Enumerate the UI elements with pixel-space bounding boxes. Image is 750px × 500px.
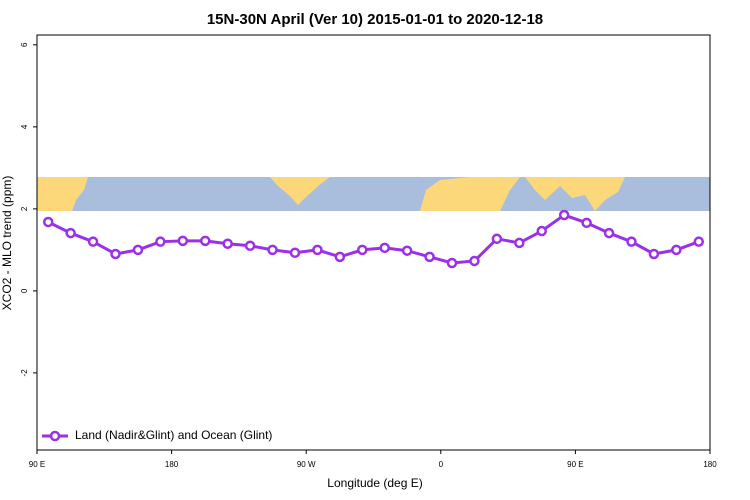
data-point: [401, 245, 413, 256]
x-tick-label: 180: [703, 460, 717, 469]
data-point: [65, 227, 76, 239]
data-point: [222, 238, 233, 249]
data-point: [379, 242, 390, 254]
map-band: [37, 177, 710, 211]
data-point: [491, 233, 503, 245]
data-point: [357, 244, 368, 256]
x-tick-label: 90 E: [29, 460, 45, 469]
data-point: [132, 244, 144, 256]
data-point: [469, 255, 480, 267]
data-point: [446, 257, 458, 269]
y-axis-title: XCO2 - MLO trend (ppm): [0, 176, 14, 311]
x-tick-label: 90 W: [297, 460, 316, 469]
data-point: [536, 225, 547, 237]
x-tick-label: 0: [439, 460, 444, 469]
data-point: [312, 244, 323, 256]
data-point: [244, 240, 256, 252]
data-point: [177, 235, 189, 247]
data-point: [581, 217, 592, 229]
data-point: [648, 248, 660, 260]
data-point: [558, 209, 570, 221]
x-axis-title: Longitude (deg E): [327, 476, 422, 490]
data-point: [200, 235, 211, 247]
land: [37, 177, 88, 211]
data-point: [671, 244, 682, 256]
land: [270, 177, 330, 205]
legend-marker: [49, 430, 61, 442]
y-tick-label: 0: [20, 288, 29, 293]
land: [525, 177, 625, 211]
data-point: [87, 236, 99, 247]
y-tick-label: 4: [20, 124, 29, 129]
y-tick-label: -2: [20, 369, 29, 377]
legend-label: Land (Nadir&Glint) and Ocean (Glint): [75, 428, 272, 442]
data-point: [110, 248, 121, 260]
data-point: [267, 244, 278, 256]
y-tick-label: 2: [20, 206, 29, 211]
x-tick-label: 90 E: [567, 460, 583, 469]
data-point: [289, 247, 301, 259]
chart-title: 15N-30N April (Ver 10) 2015-01-01 to 202…: [207, 11, 543, 28]
data-point: [334, 251, 346, 263]
data-point: [424, 251, 435, 263]
data-point: [514, 237, 525, 249]
data-point: [155, 236, 166, 247]
plot-frame: [36, 34, 711, 451]
y-tick-label: 6: [20, 42, 29, 47]
data-point: [626, 236, 637, 247]
land: [420, 177, 520, 211]
data-point: [693, 236, 705, 247]
x-tick-label: 180: [165, 460, 179, 469]
data-point: [42, 216, 54, 228]
series-line: [47, 213, 700, 265]
data-point: [603, 227, 615, 239]
